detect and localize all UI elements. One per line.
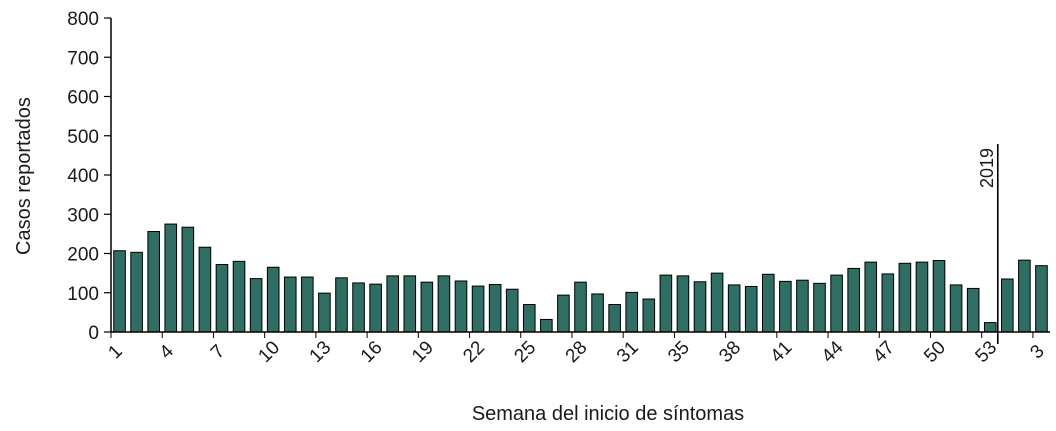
y-tick-label: 700 (67, 48, 99, 69)
bar-week-25 (522, 304, 536, 333)
x-axis-title: Semana del inicio de síntomas (472, 403, 744, 425)
y-tick-label: 200 (67, 245, 99, 266)
x-tick-label: 16 (357, 337, 387, 367)
x-tick-label: 3 (1026, 341, 1048, 363)
bar-week-50 (932, 260, 946, 333)
bar-week-38 (727, 284, 741, 333)
bar-week-30 (608, 304, 621, 333)
bar-week-44 (830, 274, 843, 333)
bar-week-19 (420, 281, 434, 333)
x-tick-label: 25 (510, 337, 540, 367)
bar-week-15 (352, 282, 365, 333)
bar-week-8 (232, 260, 246, 333)
bar-week-3 (1035, 265, 1048, 333)
x-tick-label: 19 (408, 337, 438, 367)
x-tick-label: 35 (664, 337, 694, 367)
bar-week-7 (215, 263, 229, 333)
x-tick-label: 28 (562, 337, 592, 367)
bar-week-1 (1001, 278, 1014, 333)
bar-week-24 (505, 288, 519, 333)
bar-week-27 (557, 294, 570, 333)
x-tick-label: 31 (613, 337, 643, 367)
bar-week-48 (898, 262, 912, 333)
x-tick-label: 50 (920, 337, 950, 367)
y-tick-label: 0 (88, 323, 99, 344)
bar-week-14 (335, 277, 348, 333)
bar-week-9 (249, 278, 263, 333)
y-tick-label: 600 (67, 88, 99, 109)
y-tick-label: 800 (67, 9, 99, 30)
x-tick-label: 1 (104, 341, 126, 363)
bar-week-34 (659, 274, 673, 333)
bar-week-12 (301, 276, 314, 333)
bar-week-26 (540, 318, 553, 333)
x-tick-label: 4 (156, 341, 179, 364)
bar-week-42 (796, 279, 809, 333)
bar-week-29 (591, 293, 604, 333)
bar-week-18 (403, 275, 417, 333)
bar-week-21 (454, 280, 468, 333)
bar-week-1 (113, 250, 126, 333)
bar-week-45 (847, 267, 860, 333)
bar-week-53 (983, 322, 997, 333)
bars (113, 223, 1048, 333)
bar-week-11 (283, 276, 297, 333)
bar-week-43 (813, 282, 826, 333)
bar-week-13 (318, 292, 331, 333)
bar-week-5 (181, 226, 195, 333)
bar-week-2 (1018, 259, 1031, 333)
bar-week-20 (437, 275, 451, 333)
y-tick-label: 100 (67, 284, 99, 305)
y-tick-label: 500 (67, 127, 99, 148)
bar-week-35 (676, 275, 690, 333)
bar-week-37 (710, 272, 724, 333)
x-tick-label: 38 (715, 337, 745, 367)
bar-week-17 (386, 275, 400, 333)
bar-week-32 (642, 298, 656, 333)
y-tick-label: 400 (67, 166, 99, 187)
bar-week-10 (266, 266, 280, 333)
x-tick-label: 53 (971, 337, 1001, 367)
bar-week-40 (762, 273, 775, 333)
annotations: 2019 (977, 144, 999, 344)
x-tick-label: 10 (254, 337, 284, 367)
bar-week-23 (488, 284, 502, 333)
x-tick-label: 41 (767, 337, 797, 367)
bar-week-28 (574, 281, 587, 333)
year-annotation: 2019 (977, 148, 997, 188)
bar-week-4 (164, 223, 178, 333)
x-tick-labels: 1 4 7 10 13 16 19 22 25 28 31 35 38 41 44 47 50 53 3 (104, 332, 1049, 367)
bar-week-49 (915, 261, 929, 333)
x-tick-label: 44 (818, 337, 848, 367)
bar-week-3 (147, 231, 160, 333)
y-axis-title: Casos reportados (13, 97, 35, 255)
bar-week-47 (881, 273, 895, 333)
bar-week-2 (130, 251, 143, 333)
bar-week-41 (779, 280, 792, 333)
bar-week-36 (693, 281, 707, 333)
y-tick-label: 300 (67, 205, 99, 226)
bar-week-52 (966, 287, 980, 333)
bar-week-16 (369, 283, 382, 333)
x-tick-label: 22 (459, 337, 489, 367)
bar-week-51 (949, 284, 963, 333)
x-tick-label: 13 (306, 337, 336, 367)
bar-week-31 (625, 291, 639, 333)
bar-week-6 (198, 246, 212, 333)
bar-week-39 (744, 285, 758, 333)
y-tick-labels: 0 100 200 300 400 500 600 700 800 (67, 9, 111, 344)
bar-week-22 (471, 285, 485, 333)
x-tick-label: 7 (207, 341, 229, 363)
x-tick-label: 47 (869, 337, 899, 367)
bar-week-46 (864, 261, 878, 333)
